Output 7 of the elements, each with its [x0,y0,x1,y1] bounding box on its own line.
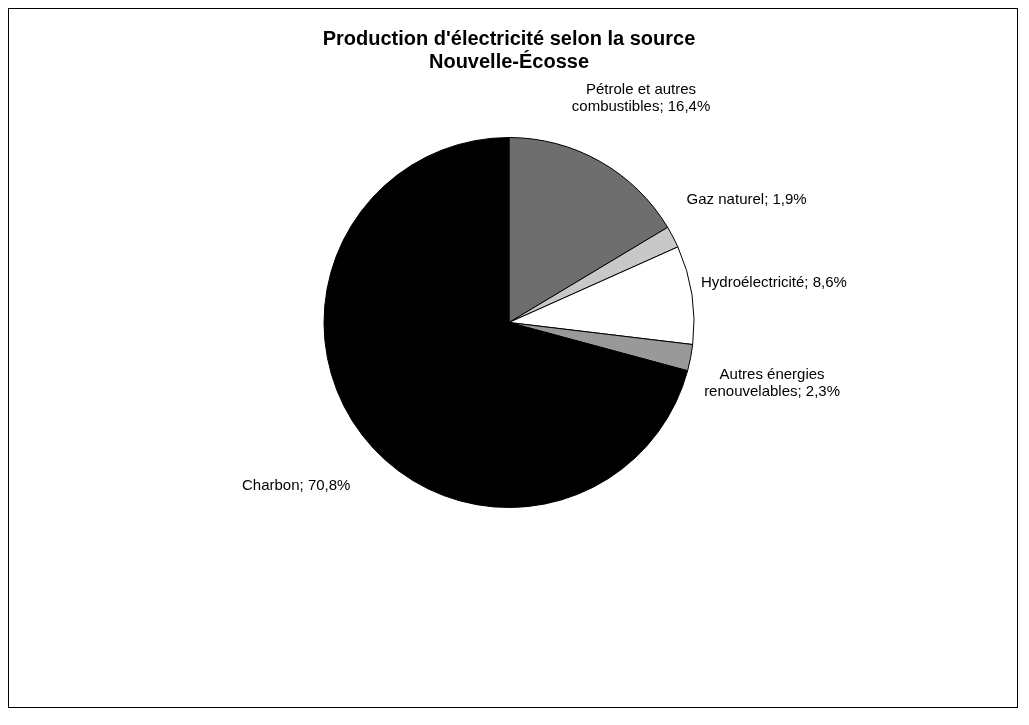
slice-label: Charbon; 70,8% [242,476,351,494]
chart-title: Production d'électricité selon la source [322,27,696,49]
slice-label: Gaz naturel; 1,9% [686,189,807,207]
slice-label: Hydroélectricité; 8,6% [701,273,847,291]
slice-label: Pétrole et autres combustibles; 16,4% [571,80,711,115]
chart-subtitle: Nouvelle-Écosse [428,50,590,72]
slice-label: Autres énergies renouvelables; 2,3% [704,364,841,399]
